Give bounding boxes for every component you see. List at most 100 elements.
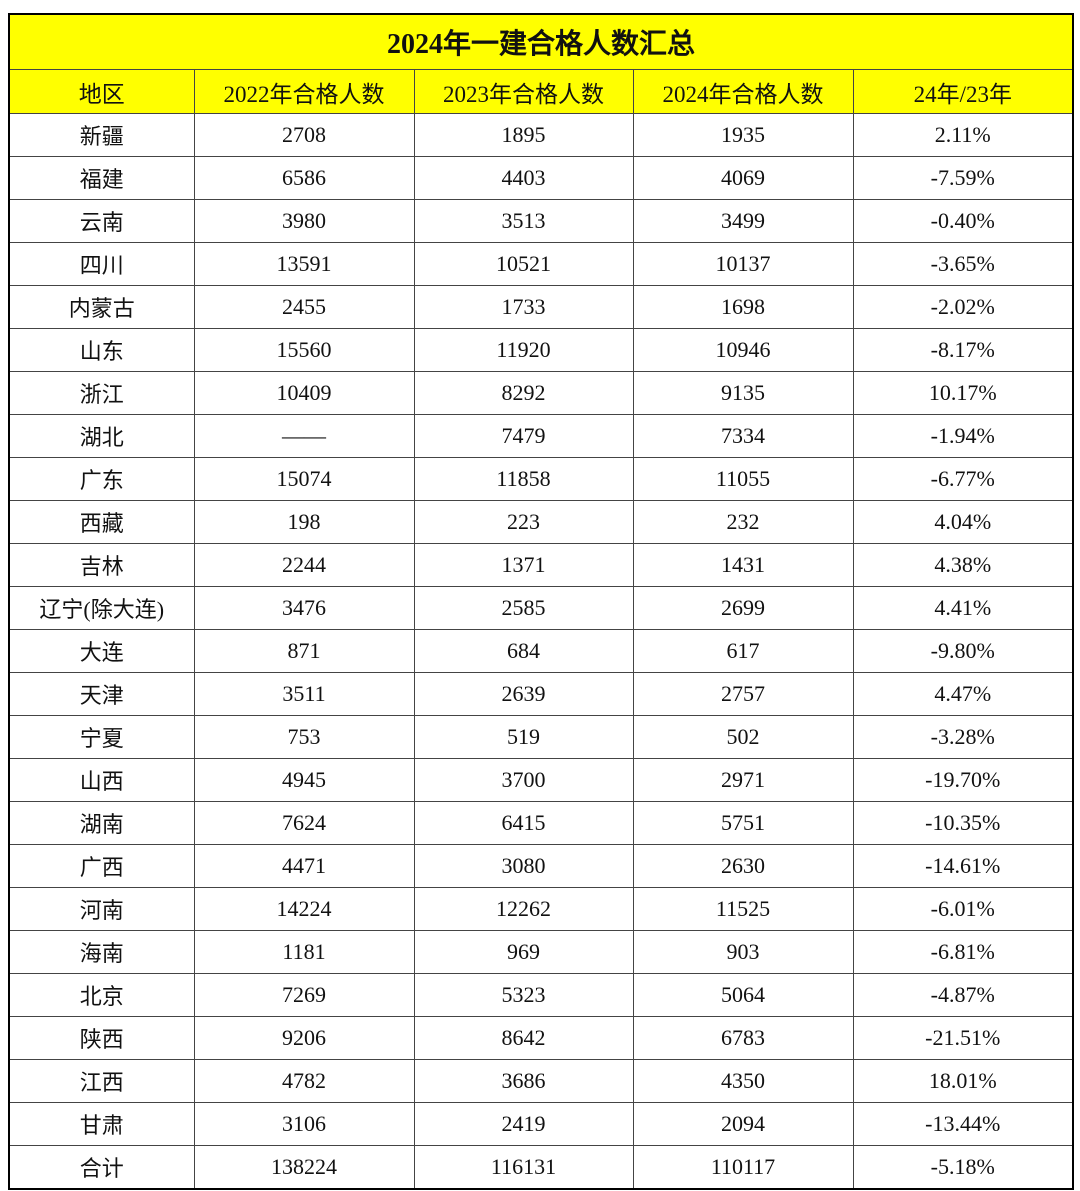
region-cell: 甘肃 (8, 1102, 195, 1146)
value-cell: 138224 (193, 1145, 415, 1190)
value-cell: 519 (413, 715, 634, 759)
value-cell: 1181 (193, 930, 415, 974)
value-cell: 15560 (193, 328, 415, 372)
value-cell: —— (193, 414, 415, 458)
value-cell: 8642 (413, 1016, 634, 1060)
value-cell: 2971 (632, 758, 854, 802)
value-cell: -5.18% (852, 1145, 1074, 1190)
value-cell: 14224 (193, 887, 415, 931)
value-cell: 3499 (632, 199, 854, 243)
value-cell: 2585 (413, 586, 634, 630)
value-cell: 3980 (193, 199, 415, 243)
region-cell: 大连 (8, 629, 195, 673)
value-cell: 4.41% (852, 586, 1074, 630)
region-cell: 广东 (8, 457, 195, 501)
region-cell: 四川 (8, 242, 195, 286)
value-cell: 4403 (413, 156, 634, 200)
region-cell: 辽宁(除大连) (8, 586, 195, 630)
value-cell: -6.77% (852, 457, 1074, 501)
value-cell: 12262 (413, 887, 634, 931)
value-cell: 1431 (632, 543, 854, 587)
table-row: 湖南 7624 6415 5751 -10.35% (8, 801, 1074, 845)
region-cell: 吉林 (8, 543, 195, 587)
value-cell: 5064 (632, 973, 854, 1017)
value-cell: 7269 (193, 973, 415, 1017)
value-cell: -8.17% (852, 328, 1074, 372)
table-row: 大连 871 684 617 -9.80% (8, 629, 1074, 673)
table-row: 广东 15074 11858 11055 -6.77% (8, 457, 1074, 501)
value-cell: 110117 (632, 1145, 854, 1190)
value-cell: 2699 (632, 586, 854, 630)
value-cell: 3686 (413, 1059, 634, 1103)
value-cell: 9135 (632, 371, 854, 415)
value-cell: 3700 (413, 758, 634, 802)
value-cell: 7334 (632, 414, 854, 458)
value-cell: 903 (632, 930, 854, 974)
table-body: 新疆 2708 1895 1935 2.11% 福建 6586 4403 4069 -7.59% 云… (8, 113, 1074, 1190)
summary-table: 2024年一建合格人数汇总 地区 2022年合格人数 2023年合格人数 2024年合… (8, 13, 1075, 1190)
value-cell: 1698 (632, 285, 854, 329)
region-cell: 合计 (8, 1145, 195, 1190)
table-row: 北京 7269 5323 5064 -4.87% (8, 973, 1074, 1017)
value-cell: -19.70% (852, 758, 1074, 802)
region-cell: 山西 (8, 758, 195, 802)
value-cell: -3.65% (852, 242, 1074, 286)
value-cell: -6.01% (852, 887, 1074, 931)
value-cell: 10.17% (852, 371, 1074, 415)
table-row: 江西 4782 3686 4350 18.01% (8, 1059, 1074, 1103)
value-cell: -9.80% (852, 629, 1074, 673)
value-cell: 4.04% (852, 500, 1074, 544)
region-cell: 广西 (8, 844, 195, 888)
region-cell: 内蒙古 (8, 285, 195, 329)
value-cell: 2455 (193, 285, 415, 329)
value-cell: 4.38% (852, 543, 1074, 587)
value-cell: 15074 (193, 457, 415, 501)
value-cell: 617 (632, 629, 854, 673)
value-cell: -4.87% (852, 973, 1074, 1017)
region-cell: 北京 (8, 973, 195, 1017)
value-cell: 969 (413, 930, 634, 974)
value-cell: 11920 (413, 328, 634, 372)
value-cell: 18.01% (852, 1059, 1074, 1103)
value-cell: 6415 (413, 801, 634, 845)
value-cell: 232 (632, 500, 854, 544)
value-cell: -21.51% (852, 1016, 1074, 1060)
value-cell: 1935 (632, 113, 854, 157)
value-cell: 198 (193, 500, 415, 544)
table-row: 新疆 2708 1895 1935 2.11% (8, 113, 1074, 157)
value-cell: 2094 (632, 1102, 854, 1146)
value-cell: 7624 (193, 801, 415, 845)
value-cell: 2639 (413, 672, 634, 716)
value-cell: -14.61% (852, 844, 1074, 888)
table-row: 河南 14224 12262 11525 -6.01% (8, 887, 1074, 931)
value-cell: -1.94% (852, 414, 1074, 458)
value-cell: 5751 (632, 801, 854, 845)
value-cell: 871 (193, 629, 415, 673)
column-header: 2024年合格人数 (632, 69, 854, 114)
region-cell: 浙江 (8, 371, 195, 415)
table-row: 四川 13591 10521 10137 -3.65% (8, 242, 1074, 286)
value-cell: 1371 (413, 543, 634, 587)
region-cell: 福建 (8, 156, 195, 200)
value-cell: 2.11% (852, 113, 1074, 157)
value-cell: 4350 (632, 1059, 854, 1103)
value-cell: 13591 (193, 242, 415, 286)
value-cell: 11055 (632, 457, 854, 501)
table-row: 辽宁(除大连) 3476 2585 2699 4.41% (8, 586, 1074, 630)
table-row: 云南 3980 3513 3499 -0.40% (8, 199, 1074, 243)
value-cell: 10137 (632, 242, 854, 286)
value-cell: 5323 (413, 973, 634, 1017)
value-cell: 223 (413, 500, 634, 544)
table-row: 西藏 198 223 232 4.04% (8, 500, 1074, 544)
value-cell: -2.02% (852, 285, 1074, 329)
table-row: 吉林 2244 1371 1431 4.38% (8, 543, 1074, 587)
table-row: 广西 4471 3080 2630 -14.61% (8, 844, 1074, 888)
region-cell: 海南 (8, 930, 195, 974)
table-row: 合计 138224 116131 110117 -5.18% (8, 1145, 1074, 1190)
region-cell: 陕西 (8, 1016, 195, 1060)
value-cell: 3106 (193, 1102, 415, 1146)
value-cell: 11525 (632, 887, 854, 931)
value-cell: -6.81% (852, 930, 1074, 974)
value-cell: 8292 (413, 371, 634, 415)
value-cell: 4069 (632, 156, 854, 200)
